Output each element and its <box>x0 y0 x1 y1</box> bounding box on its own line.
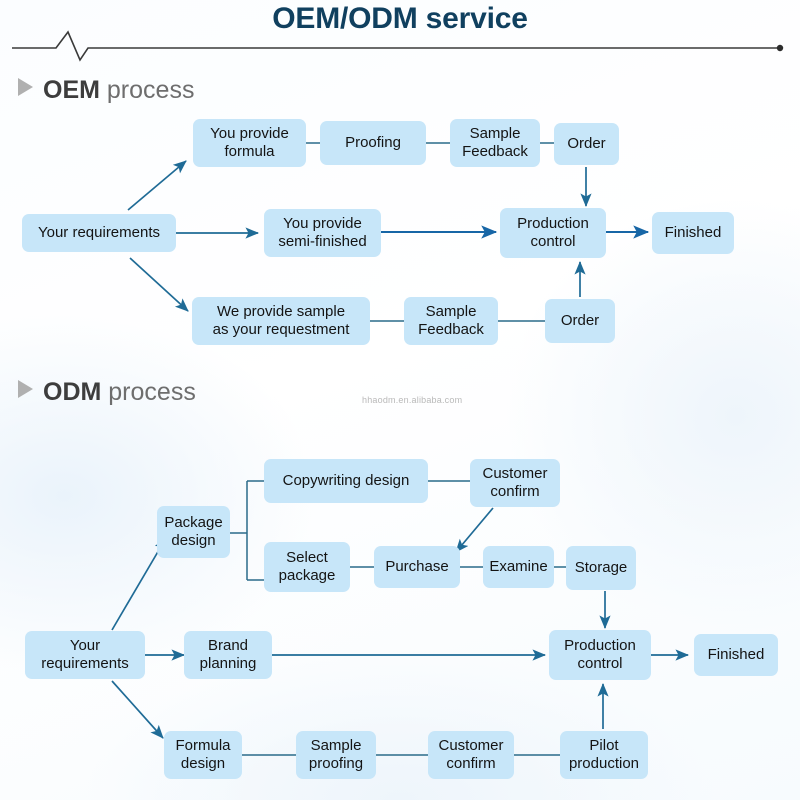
oem-node-your-requirements[interactable]: Your requirements <box>22 214 176 252</box>
section-heading-odm: ODM process <box>18 378 196 407</box>
odm-node-production-control[interactable]: Production control <box>549 630 651 680</box>
odm-node-customer-confirm-bottom[interactable]: Customer confirm <box>428 731 514 779</box>
odm-node-purchase[interactable]: Purchase <box>374 546 460 588</box>
triangle-bullet-icon <box>18 78 33 96</box>
odm-node-customer-confirm-top[interactable]: Customer confirm <box>470 459 560 507</box>
oem-node-order-top[interactable]: Order <box>554 123 619 165</box>
oem-node-you-provide-semi-finished[interactable]: You provide semi-finished <box>264 209 381 257</box>
odm-node-storage[interactable]: Storage <box>566 546 636 590</box>
oem-node-proofing[interactable]: Proofing <box>320 121 426 165</box>
triangle-bullet-icon <box>18 380 33 398</box>
oem-node-sample-feedback-bottom[interactable]: Sample Feedback <box>404 297 498 345</box>
heartbeat-pulse-line-icon <box>12 30 784 62</box>
oem-node-production-control[interactable]: Production control <box>500 208 606 258</box>
odm-node-select-package[interactable]: Select package <box>264 542 350 592</box>
odm-node-pilot-production[interactable]: Pilot production <box>560 731 648 779</box>
odm-node-sample-proofing[interactable]: Sample proofing <box>296 731 376 779</box>
odm-node-your-requirements[interactable]: Your requirements <box>25 631 145 679</box>
odm-node-brand-planning[interactable]: Brand planning <box>184 631 272 679</box>
odm-node-formula-design[interactable]: Formula design <box>164 731 242 779</box>
oem-node-finished[interactable]: Finished <box>652 212 734 254</box>
odm-node-package-design[interactable]: Package design <box>157 506 230 558</box>
oem-node-order-bottom[interactable]: Order <box>545 299 615 343</box>
oem-node-sample-feedback-top[interactable]: Sample Feedback <box>450 119 540 167</box>
odm-node-copywriting-design[interactable]: Copywriting design <box>264 459 428 503</box>
odm-node-examine[interactable]: Examine <box>483 546 554 588</box>
oem-node-we-provide-sample[interactable]: We provide sample as your requestment <box>192 297 370 345</box>
page-title: OEM/ODM service <box>272 2 528 35</box>
section-heading-oem: OEM process <box>18 76 194 105</box>
odm-node-finished[interactable]: Finished <box>694 634 778 676</box>
oem-node-you-provide-formula[interactable]: You provide formula <box>193 119 306 167</box>
watermark: hhaodm.en.alibaba.com <box>362 395 463 405</box>
